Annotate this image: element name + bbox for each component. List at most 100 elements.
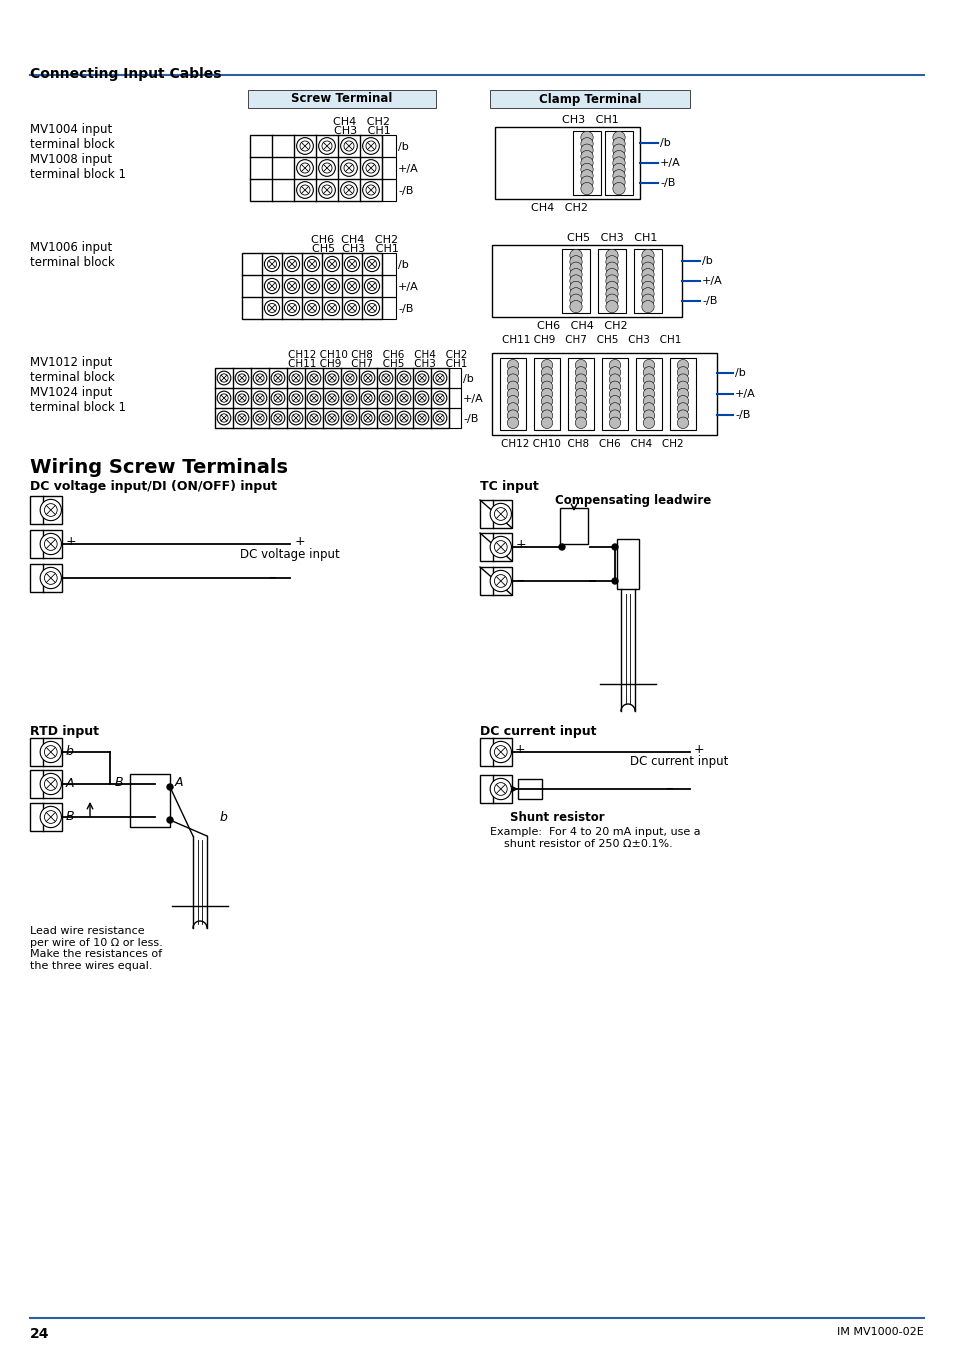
Text: –: – — [516, 572, 523, 589]
Text: B: B — [66, 810, 74, 824]
Text: Screw Terminal: Screw Terminal — [291, 93, 393, 105]
Circle shape — [284, 278, 299, 293]
Circle shape — [217, 392, 231, 405]
Bar — [559, 508, 587, 544]
Circle shape — [677, 402, 688, 414]
Circle shape — [605, 262, 618, 274]
Circle shape — [318, 182, 335, 198]
Circle shape — [40, 806, 61, 828]
Circle shape — [415, 392, 429, 405]
Circle shape — [378, 412, 393, 425]
Bar — [479, 738, 512, 765]
Circle shape — [362, 159, 379, 177]
Text: -/B: -/B — [734, 410, 750, 420]
Circle shape — [642, 417, 654, 428]
Text: Example:  For 4 to 20 mA input, use a
    shunt resistor of 250 Ω±0.1%.: Example: For 4 to 20 mA input, use a shu… — [490, 828, 700, 849]
Circle shape — [569, 281, 581, 293]
Circle shape — [40, 500, 61, 521]
Circle shape — [605, 275, 618, 288]
Text: A: A — [174, 776, 183, 788]
Circle shape — [580, 144, 593, 157]
Circle shape — [264, 278, 279, 293]
Circle shape — [609, 402, 620, 414]
Text: +/A: +/A — [397, 163, 418, 174]
Text: DC current input: DC current input — [479, 725, 596, 738]
Bar — [669, 358, 696, 431]
Circle shape — [580, 170, 593, 182]
Bar — [479, 500, 512, 528]
Circle shape — [167, 784, 172, 790]
Bar — [381, 252, 395, 275]
Bar — [534, 358, 559, 431]
Circle shape — [605, 281, 618, 293]
Circle shape — [540, 417, 552, 428]
Circle shape — [605, 301, 618, 313]
Text: CH12 CH10 CH8   CH6   CH4   CH2: CH12 CH10 CH8 CH6 CH4 CH2 — [288, 350, 467, 360]
Circle shape — [433, 371, 446, 385]
Text: 24: 24 — [30, 1327, 50, 1341]
Bar — [561, 248, 589, 313]
Circle shape — [569, 250, 581, 262]
Circle shape — [507, 389, 518, 400]
Circle shape — [540, 367, 552, 378]
Text: MV1006 input
terminal block: MV1006 input terminal block — [30, 242, 114, 269]
Circle shape — [540, 359, 552, 371]
Bar — [248, 90, 436, 108]
Circle shape — [575, 389, 586, 400]
Bar — [567, 358, 594, 431]
Bar — [30, 495, 62, 524]
Circle shape — [234, 392, 249, 405]
Circle shape — [612, 138, 624, 150]
Circle shape — [507, 402, 518, 414]
Circle shape — [642, 402, 654, 414]
Text: +: + — [516, 539, 526, 551]
Text: +: + — [294, 535, 305, 548]
Circle shape — [642, 381, 654, 393]
Circle shape — [609, 417, 620, 428]
Text: /b: /b — [462, 374, 474, 383]
Bar — [250, 135, 381, 201]
Text: /b: /b — [701, 256, 712, 266]
Circle shape — [289, 412, 302, 425]
Circle shape — [575, 367, 586, 378]
Circle shape — [641, 262, 654, 274]
Text: CH4   CH2: CH4 CH2 — [334, 117, 390, 127]
Circle shape — [558, 544, 564, 549]
Circle shape — [677, 374, 688, 385]
Text: -/B: -/B — [397, 304, 413, 315]
Bar — [30, 803, 62, 832]
Circle shape — [641, 294, 654, 306]
Bar — [381, 180, 395, 201]
Circle shape — [580, 150, 593, 163]
Text: CH4   CH2: CH4 CH2 — [531, 202, 588, 213]
Bar — [490, 90, 689, 108]
Circle shape — [253, 392, 267, 405]
Text: b: b — [66, 745, 73, 757]
Circle shape — [507, 396, 518, 406]
Circle shape — [344, 301, 359, 316]
Circle shape — [304, 278, 319, 293]
Circle shape — [575, 374, 586, 385]
Circle shape — [612, 170, 624, 182]
Text: –: – — [268, 570, 275, 585]
Bar — [130, 774, 170, 828]
Circle shape — [396, 412, 411, 425]
Circle shape — [641, 301, 654, 313]
Circle shape — [378, 371, 393, 385]
Text: b: b — [220, 811, 228, 824]
Bar — [381, 135, 395, 157]
Bar — [30, 564, 62, 593]
Circle shape — [642, 389, 654, 400]
Circle shape — [605, 294, 618, 306]
Circle shape — [507, 410, 518, 421]
Circle shape — [609, 359, 620, 371]
Text: +: + — [66, 535, 76, 548]
Circle shape — [415, 371, 429, 385]
Text: -/B: -/B — [397, 186, 413, 196]
Circle shape — [642, 410, 654, 421]
Circle shape — [234, 412, 249, 425]
Bar — [617, 539, 639, 589]
Circle shape — [264, 256, 279, 271]
Circle shape — [490, 536, 511, 558]
Circle shape — [612, 157, 624, 169]
